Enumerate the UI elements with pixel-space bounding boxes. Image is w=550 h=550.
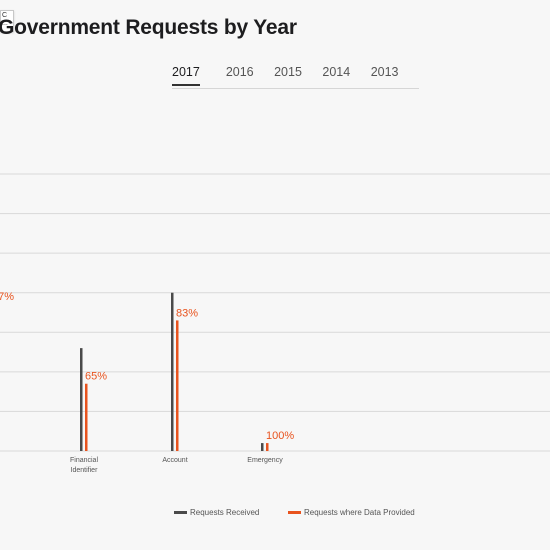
requests-bar-chart: 67%e65%FinancialIdentifier83%Account100%…: [0, 173, 550, 474]
tooltip-line: C: [2, 12, 8, 19]
tab-2015[interactable]: 2015: [274, 65, 302, 79]
percent-label: 100%: [266, 430, 294, 442]
category-label: Financial: [70, 457, 98, 464]
legend-label-provided: Requests where Data Provided: [304, 508, 415, 517]
tab-2016[interactable]: 2016: [225, 65, 254, 79]
chart-legend: Requests Received Requests where Data Pr…: [0, 508, 550, 520]
bar-provided: [266, 443, 269, 451]
legend-item-received: Requests Received: [174, 508, 259, 517]
tooltip-line: ...: [2, 20, 8, 27]
legend-item-provided: Requests where Data Provided: [288, 508, 415, 517]
bar-provided: [176, 320, 179, 451]
page-title: Government Requests by Year: [0, 16, 297, 39]
percent-label: 83%: [176, 307, 198, 319]
percent-label: 67%: [0, 291, 14, 303]
bar-provided: [85, 383, 88, 451]
category-label: Identifier: [71, 467, 99, 474]
category-label: Emergency: [247, 457, 283, 464]
tab-2013[interactable]: 2013: [370, 65, 399, 79]
tab-2014[interactable]: 2014: [322, 65, 351, 79]
legend-label-received: Requests Received: [190, 508, 260, 517]
bar-received: [261, 443, 264, 451]
percent-label: 65%: [85, 371, 107, 383]
tab-2017[interactable]: 2017: [172, 60, 200, 86]
legend-swatch-provided: [288, 511, 301, 515]
tooltip-popup: C ...: [0, 10, 14, 32]
category-label: Account: [162, 457, 187, 464]
bar-received: [80, 348, 83, 451]
bar-received: [171, 292, 174, 451]
year-tabs: 2017 2016 2015 2014 2013: [172, 60, 419, 89]
legend-swatch-received: [174, 511, 187, 515]
